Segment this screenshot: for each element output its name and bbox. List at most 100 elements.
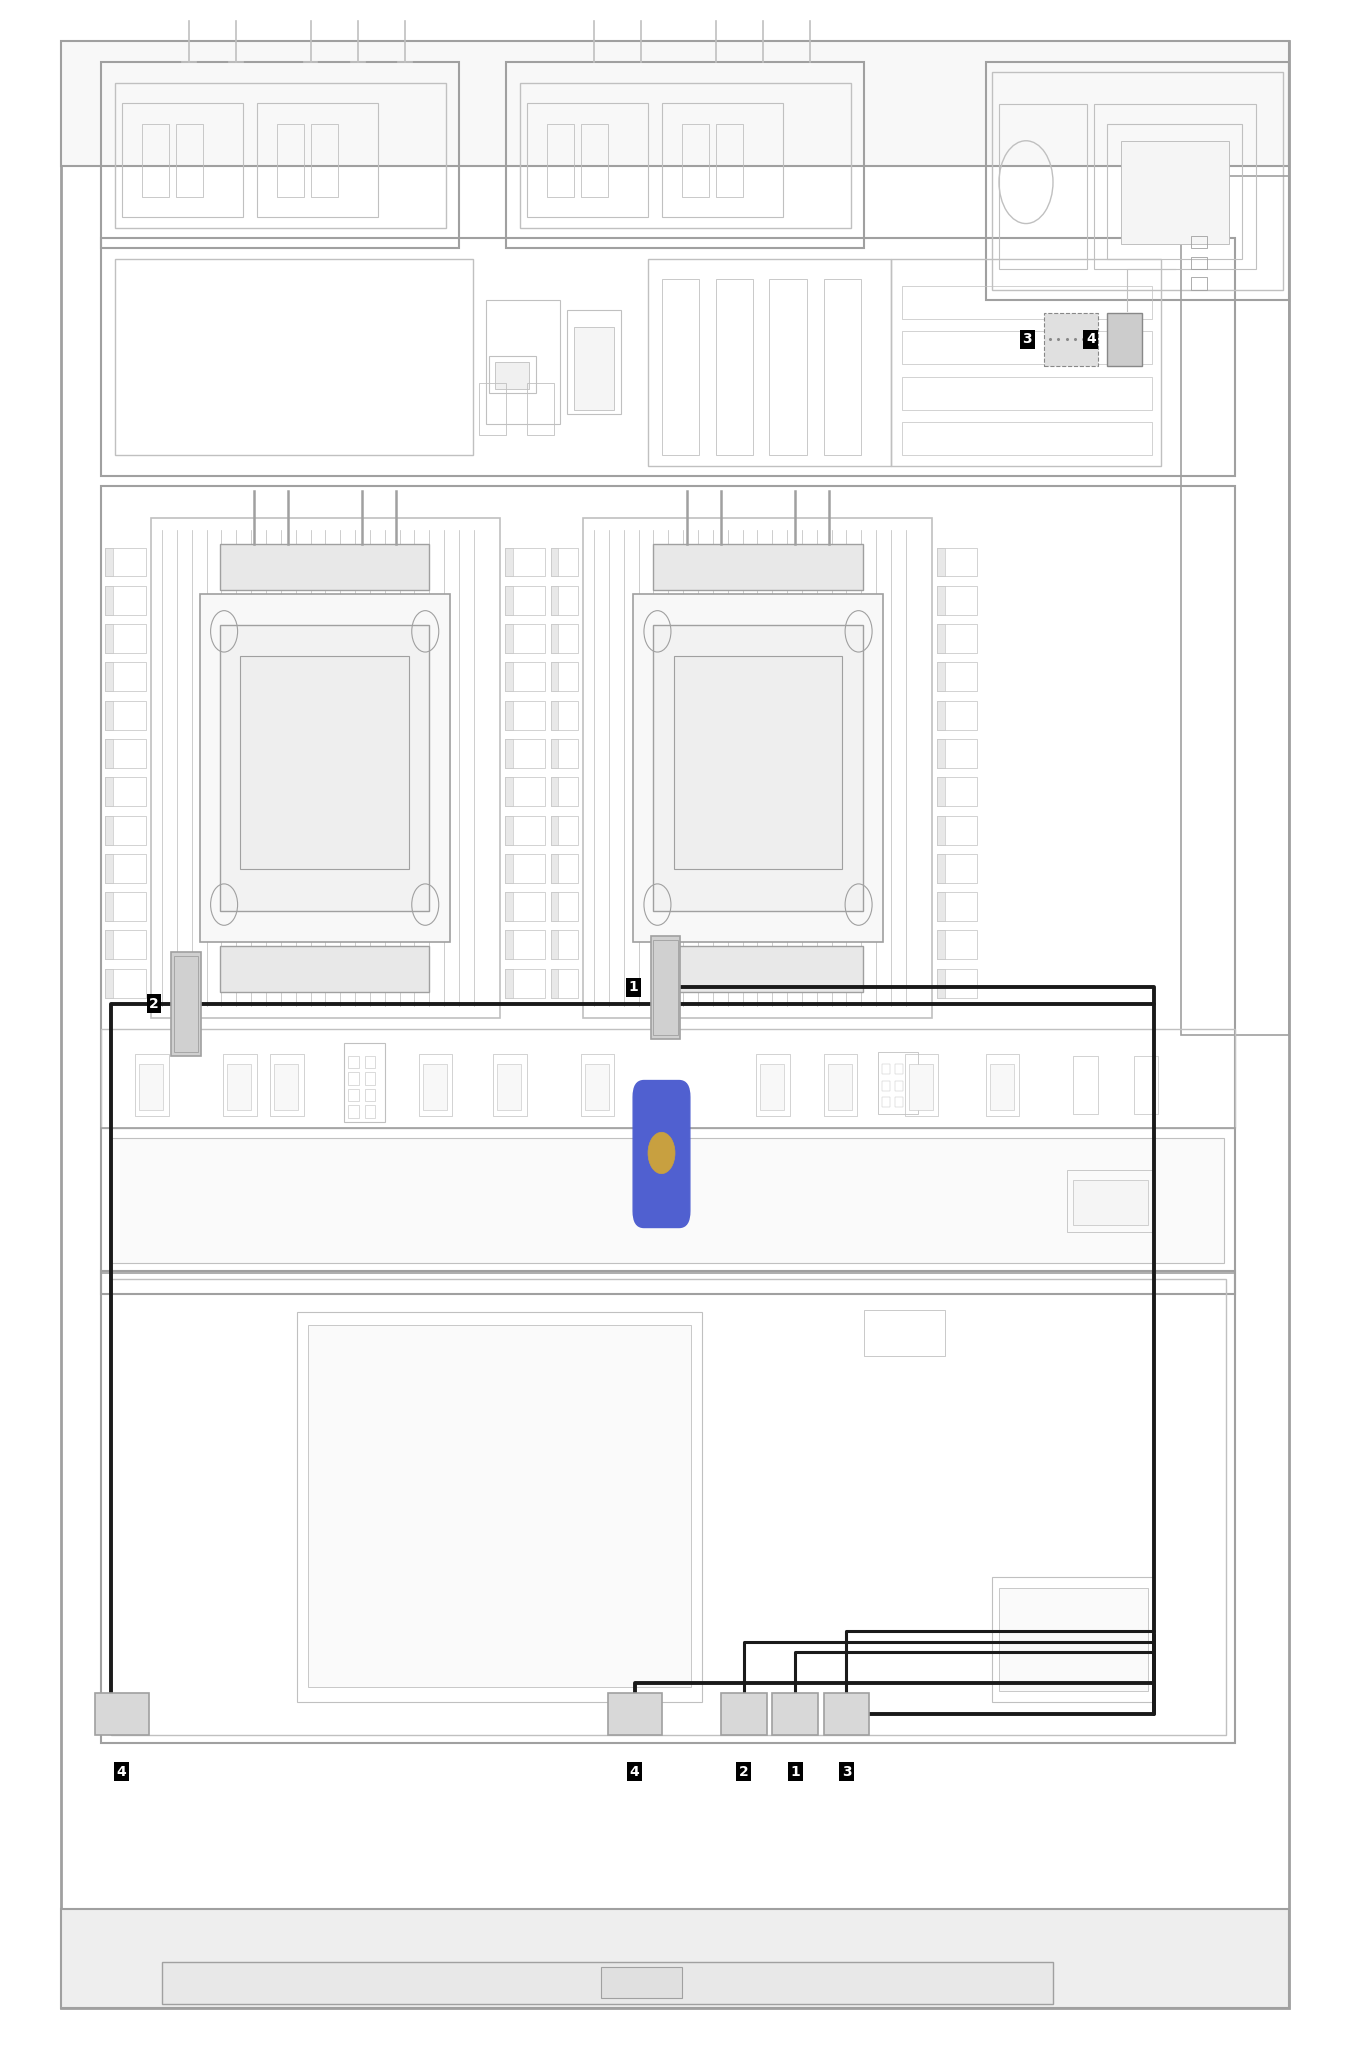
Bar — [937, 625, 945, 654]
Bar — [61, 1909, 1289, 2008]
Bar — [895, 1081, 903, 1091]
Bar — [937, 702, 945, 731]
Bar — [551, 853, 578, 882]
Bar — [479, 383, 506, 435]
FancyBboxPatch shape — [633, 1081, 690, 1228]
Bar — [864, 1310, 945, 1356]
Bar — [364, 1072, 375, 1085]
Bar — [105, 816, 146, 845]
Bar — [105, 662, 113, 691]
Bar — [760, 1064, 784, 1110]
Bar — [105, 739, 146, 768]
Bar — [115, 259, 472, 455]
Bar — [937, 892, 977, 921]
Bar — [551, 776, 558, 805]
Bar — [505, 586, 513, 615]
Bar — [585, 1064, 609, 1110]
Bar — [937, 739, 945, 768]
Bar — [551, 546, 558, 575]
Bar — [105, 546, 113, 575]
Bar — [937, 546, 977, 575]
Bar — [937, 853, 977, 882]
Bar — [567, 310, 621, 414]
Bar — [551, 853, 558, 882]
Bar — [891, 259, 1161, 466]
Bar — [111, 1138, 1224, 1263]
Bar — [105, 892, 146, 921]
Bar — [505, 969, 513, 998]
Bar — [505, 776, 545, 805]
Bar — [682, 124, 709, 197]
Bar — [95, 1693, 148, 1735]
Bar — [580, 124, 608, 197]
Bar — [220, 625, 429, 911]
Bar — [162, 1962, 1053, 2004]
Bar — [551, 892, 578, 921]
Bar — [551, 625, 558, 654]
Bar — [662, 104, 783, 217]
Bar — [902, 377, 1152, 410]
Bar — [990, 1064, 1014, 1110]
Text: 4: 4 — [629, 1766, 640, 1778]
Bar — [895, 1064, 903, 1074]
Bar — [551, 932, 558, 960]
Bar — [1191, 236, 1207, 248]
Bar — [1191, 257, 1207, 269]
Bar — [1073, 1056, 1098, 1114]
Bar — [824, 279, 861, 455]
Bar — [551, 702, 558, 731]
Bar — [505, 816, 513, 845]
Bar — [648, 259, 891, 466]
Bar — [200, 594, 450, 942]
Bar — [937, 932, 945, 960]
Bar — [61, 41, 1289, 166]
Bar — [489, 356, 536, 393]
Bar — [721, 1693, 767, 1735]
Bar — [348, 1089, 359, 1101]
Bar — [256, 104, 378, 217]
Bar — [547, 124, 574, 197]
Bar — [171, 952, 201, 1056]
Bar — [105, 625, 146, 654]
Bar — [1094, 104, 1256, 269]
Bar — [105, 546, 146, 575]
Bar — [580, 1054, 614, 1116]
Bar — [348, 1105, 359, 1118]
Bar — [105, 662, 146, 691]
Bar — [105, 776, 146, 805]
Bar — [526, 104, 648, 217]
Bar — [348, 1056, 359, 1068]
Bar — [364, 1105, 375, 1118]
Circle shape — [648, 1132, 675, 1174]
Bar — [999, 1588, 1148, 1691]
Bar — [240, 656, 409, 869]
Bar — [551, 662, 578, 691]
Bar — [937, 776, 977, 805]
Bar — [551, 969, 578, 998]
Bar — [520, 83, 850, 228]
Bar — [277, 124, 304, 197]
Bar — [505, 816, 545, 845]
Bar — [105, 586, 113, 615]
Text: 1: 1 — [790, 1766, 801, 1778]
Bar — [105, 932, 113, 960]
Bar — [937, 586, 977, 615]
Bar — [937, 932, 977, 960]
Bar — [348, 1072, 359, 1085]
Bar — [653, 940, 678, 1035]
Bar — [902, 286, 1152, 319]
Bar — [716, 124, 742, 197]
Bar — [151, 518, 500, 1018]
Bar — [633, 594, 883, 942]
Bar — [505, 969, 545, 998]
Bar — [601, 1966, 682, 1998]
Bar — [828, 1064, 852, 1110]
Bar — [105, 932, 146, 960]
Bar — [364, 1089, 375, 1101]
Bar — [937, 853, 945, 882]
Bar — [895, 1097, 903, 1107]
Bar — [551, 816, 578, 845]
Bar — [105, 853, 113, 882]
Bar — [1073, 1180, 1148, 1225]
Bar — [937, 969, 977, 998]
